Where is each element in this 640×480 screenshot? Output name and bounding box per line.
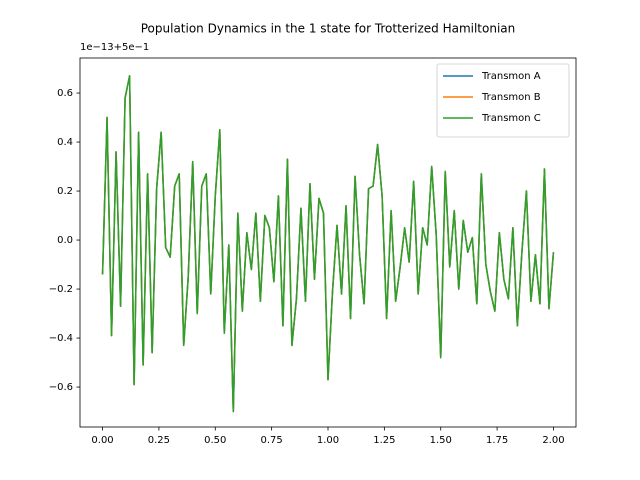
plot-area: 0.00 0.25 0.50 0.75 1.00 1.25 1.50 1.75 2.00 −0.6… — [49, 57, 577, 446]
x-tick-label: 0.00 — [91, 435, 113, 446]
x-tick-label: 0.75 — [261, 435, 283, 446]
x-tick-label: 1.50 — [430, 435, 452, 446]
legend-label: Transmon C — [481, 113, 541, 124]
y-tick-label: −0.6 — [49, 382, 73, 393]
chart-title: Population Dynamics in the 1 state for T… — [141, 22, 516, 36]
y-tick-label: 0.0 — [57, 235, 73, 246]
y-tick-label: 0.2 — [57, 186, 73, 197]
y-offset-label: 1e−13+5e−1 — [80, 42, 149, 53]
x-tick-label: 0.25 — [148, 435, 170, 446]
y-tick-label: 0.6 — [57, 88, 73, 99]
x-tick-label: 2.00 — [542, 435, 564, 446]
x-tick-label: 1.25 — [373, 435, 395, 446]
legend: Transmon A Transmon B Transmon C — [436, 63, 570, 138]
legend-label: Transmon B — [481, 92, 541, 103]
y-tick-label: 0.4 — [57, 137, 73, 148]
series-line — [101, 75, 555, 413]
x-tick-label: 1.75 — [486, 435, 508, 446]
legend-label: Transmon A — [481, 71, 541, 82]
x-tick-label: 1.00 — [317, 435, 339, 446]
axes-frame — [79, 57, 577, 428]
x-tick-label: 0.50 — [204, 435, 226, 446]
y-tick-label: −0.2 — [49, 284, 73, 295]
y-tick-label: −0.4 — [49, 333, 73, 344]
